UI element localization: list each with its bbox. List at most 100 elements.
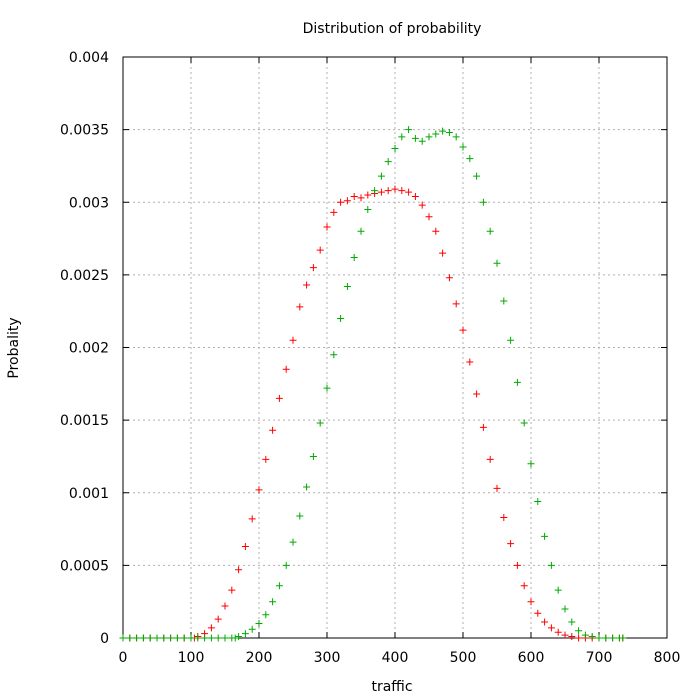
data-point (493, 259, 501, 267)
data-point (269, 598, 277, 606)
data-point (194, 634, 202, 642)
data-point (207, 634, 215, 642)
data-point (459, 143, 467, 151)
data-point (619, 634, 627, 642)
data-point (275, 582, 283, 590)
data-point (547, 624, 555, 632)
data-point (398, 133, 406, 141)
data-point (602, 634, 610, 642)
data-point (139, 634, 147, 642)
data-point (221, 634, 229, 642)
data-point (547, 561, 555, 569)
data-point (255, 486, 263, 494)
data-point (323, 384, 331, 392)
data-point (534, 497, 542, 505)
data-point (500, 513, 508, 521)
x-tick-label: 500 (450, 650, 477, 666)
data-point (398, 187, 406, 195)
data-point (520, 419, 528, 427)
series-0 (119, 185, 627, 642)
data-point (588, 633, 596, 641)
data-point (350, 253, 358, 261)
data-point (405, 126, 413, 134)
data-point (561, 631, 569, 639)
data-point (473, 390, 481, 398)
data-point (309, 264, 317, 272)
x-tick-label: 600 (518, 650, 545, 666)
data-point (541, 618, 549, 626)
x-tick-label: 300 (314, 650, 341, 666)
data-point (337, 198, 345, 206)
data-point (309, 452, 317, 460)
data-point (282, 561, 290, 569)
data-point (214, 615, 222, 623)
data-point (235, 633, 243, 641)
data-point (384, 187, 392, 195)
x-tick-label: 100 (178, 650, 205, 666)
data-point (296, 512, 304, 520)
data-point (248, 515, 256, 523)
x-axis-label: traffic (371, 679, 412, 695)
data-point (479, 198, 487, 206)
y-tick-label: 0.0025 (60, 268, 109, 284)
data-point (479, 423, 487, 431)
data-point (343, 197, 351, 205)
x-tick-label: 200 (246, 650, 273, 666)
data-point (364, 206, 372, 214)
data-point (357, 227, 365, 235)
data-point (473, 172, 481, 180)
data-point (303, 483, 311, 491)
data-point (486, 227, 494, 235)
data-point (357, 194, 365, 202)
chart-title: Distribution of probability (303, 21, 482, 37)
x-tick-label: 0 (119, 650, 128, 666)
data-point (411, 192, 419, 200)
data-point (405, 188, 413, 196)
data-point (561, 605, 569, 613)
data-point (330, 351, 338, 359)
data-point (568, 633, 576, 641)
data-point (269, 426, 277, 434)
data-point (289, 336, 297, 344)
data-point (330, 208, 338, 216)
data-point (534, 609, 542, 617)
data-point (554, 586, 562, 594)
data-point (235, 566, 243, 574)
data-point (425, 213, 433, 221)
data-point (303, 281, 311, 289)
grid (123, 57, 667, 638)
data-point (255, 619, 263, 627)
data-point (364, 191, 372, 199)
data-point (581, 631, 589, 639)
data-point (337, 314, 345, 322)
data-point (343, 282, 351, 290)
data-point (568, 618, 576, 626)
data-point (262, 455, 270, 463)
data-point (425, 133, 433, 141)
data-point (275, 394, 283, 402)
data-point (241, 542, 249, 550)
data-point (500, 297, 508, 305)
y-tick-label: 0.0015 (60, 413, 109, 429)
data-point (167, 634, 175, 642)
data-point (119, 634, 127, 642)
data-point (486, 455, 494, 463)
data-point (432, 130, 440, 138)
data-point (445, 274, 453, 282)
data-point (527, 598, 535, 606)
data-point (541, 532, 549, 540)
data-point (173, 634, 181, 642)
data-point (153, 634, 161, 642)
data-point (187, 634, 195, 642)
x-tick-label: 400 (382, 650, 409, 666)
data-point (221, 602, 229, 610)
data-point (146, 634, 154, 642)
x-tick-label: 800 (654, 650, 681, 666)
data-point (554, 628, 562, 636)
data-point (248, 625, 256, 633)
data-point (439, 127, 447, 135)
data-point (160, 634, 168, 642)
y-tick-label: 0.003 (69, 195, 109, 211)
data-point (418, 201, 426, 209)
